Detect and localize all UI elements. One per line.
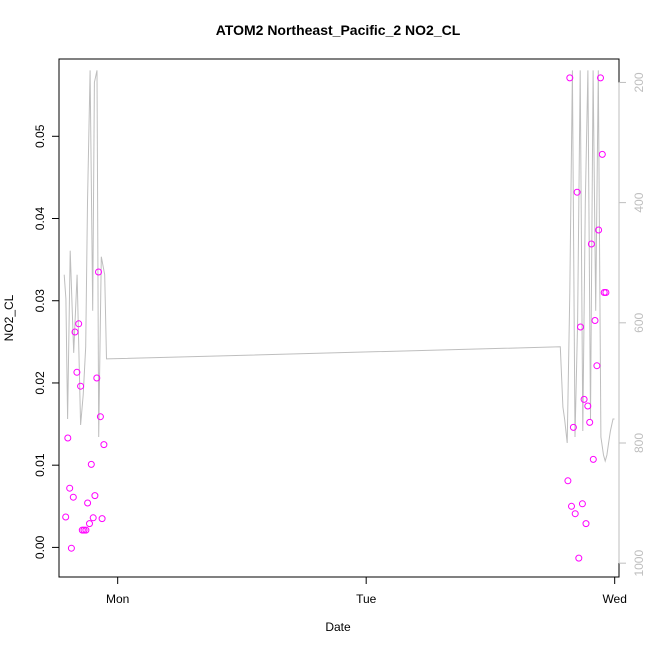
y-tick-label: 0.02 <box>33 371 47 395</box>
data-point <box>591 317 599 324</box>
data-point <box>87 460 95 468</box>
data-point <box>89 514 97 522</box>
y2-tick-label: 600 <box>632 312 646 332</box>
data-point <box>602 289 610 296</box>
y-tick-label: 0.03 <box>33 289 47 313</box>
data-point <box>95 268 102 276</box>
data-point <box>586 418 594 426</box>
secondary-y-axis: 200 400 600 800 1000 <box>618 72 646 577</box>
chart-title: ATOM2 Northeast_Pacific_2 NO2_CL <box>216 22 461 38</box>
data-point <box>593 362 601 370</box>
y-axis: 0.00 0.01 0.02 0.03 0.04 0.05 <box>33 124 60 559</box>
y-tick-label: 0.00 <box>33 535 47 559</box>
data-point <box>584 402 592 410</box>
data-point <box>84 499 92 507</box>
plot-border <box>58 58 620 578</box>
x-tick-label: Mon <box>106 592 129 606</box>
data-point <box>86 520 93 528</box>
data-point <box>80 526 88 534</box>
data-point <box>589 455 597 463</box>
data-point <box>582 520 590 528</box>
x-axis-label: Date <box>325 620 351 634</box>
x-tick-label: Wed <box>602 592 626 606</box>
data-point <box>71 328 79 336</box>
data-point <box>96 413 104 421</box>
data-point <box>69 493 77 501</box>
x-axis: Mon Tue Wed <box>106 576 627 606</box>
data-point <box>569 423 577 431</box>
data-point <box>98 515 106 523</box>
data-point <box>77 382 85 390</box>
data-point <box>580 395 588 403</box>
y-tick-label: 0.05 <box>33 124 47 148</box>
data-point <box>66 484 74 492</box>
data-point <box>75 320 83 328</box>
y-axis-label: NO2_CL <box>2 294 16 341</box>
data-point <box>64 434 72 442</box>
right-axis-series-layer <box>63 70 615 463</box>
data-point <box>566 74 574 82</box>
data-point <box>568 502 575 510</box>
depth-series-line <box>63 70 615 463</box>
data-point <box>67 544 75 552</box>
plot-frame <box>58 58 620 578</box>
data-points-layer <box>62 74 610 562</box>
data-point <box>575 554 583 562</box>
x-tick-label: Tue <box>356 592 377 606</box>
data-point <box>100 441 108 449</box>
data-point <box>564 477 572 485</box>
data-point <box>598 150 606 158</box>
y2-tick-label: 200 <box>632 72 646 92</box>
data-point <box>82 526 90 534</box>
y-tick-label: 0.01 <box>33 453 47 477</box>
y2-tick-label: 1000 <box>632 550 646 577</box>
data-point <box>597 74 604 82</box>
data-point <box>595 226 603 234</box>
data-point <box>573 188 581 196</box>
y2-tick-label: 400 <box>632 192 646 212</box>
data-point <box>93 374 101 382</box>
data-point <box>73 368 81 376</box>
y2-tick-label: 800 <box>632 433 646 453</box>
data-point <box>578 500 586 508</box>
data-point <box>577 323 584 331</box>
y-tick-label: 0.04 <box>33 207 47 231</box>
data-point <box>587 240 595 248</box>
data-point <box>91 492 99 500</box>
data-point <box>571 510 579 518</box>
data-point <box>62 513 70 521</box>
